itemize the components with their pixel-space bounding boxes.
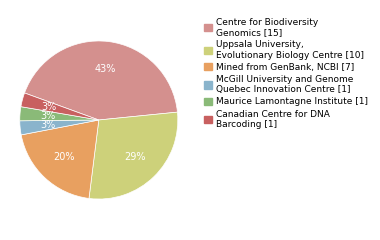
- Wedge shape: [25, 41, 177, 120]
- Text: 3%: 3%: [40, 120, 55, 130]
- Text: 29%: 29%: [124, 152, 146, 162]
- Text: 3%: 3%: [41, 102, 57, 112]
- Wedge shape: [21, 120, 99, 198]
- Text: 43%: 43%: [95, 64, 116, 74]
- Wedge shape: [89, 112, 178, 199]
- Wedge shape: [20, 120, 99, 135]
- Wedge shape: [20, 107, 99, 121]
- Wedge shape: [21, 93, 99, 120]
- Legend: Centre for Biodiversity
Genomics [15], Uppsala University,
Evolutionary Biology : Centre for Biodiversity Genomics [15], U…: [202, 16, 369, 131]
- Text: 20%: 20%: [53, 152, 74, 162]
- Text: 3%: 3%: [40, 111, 55, 121]
